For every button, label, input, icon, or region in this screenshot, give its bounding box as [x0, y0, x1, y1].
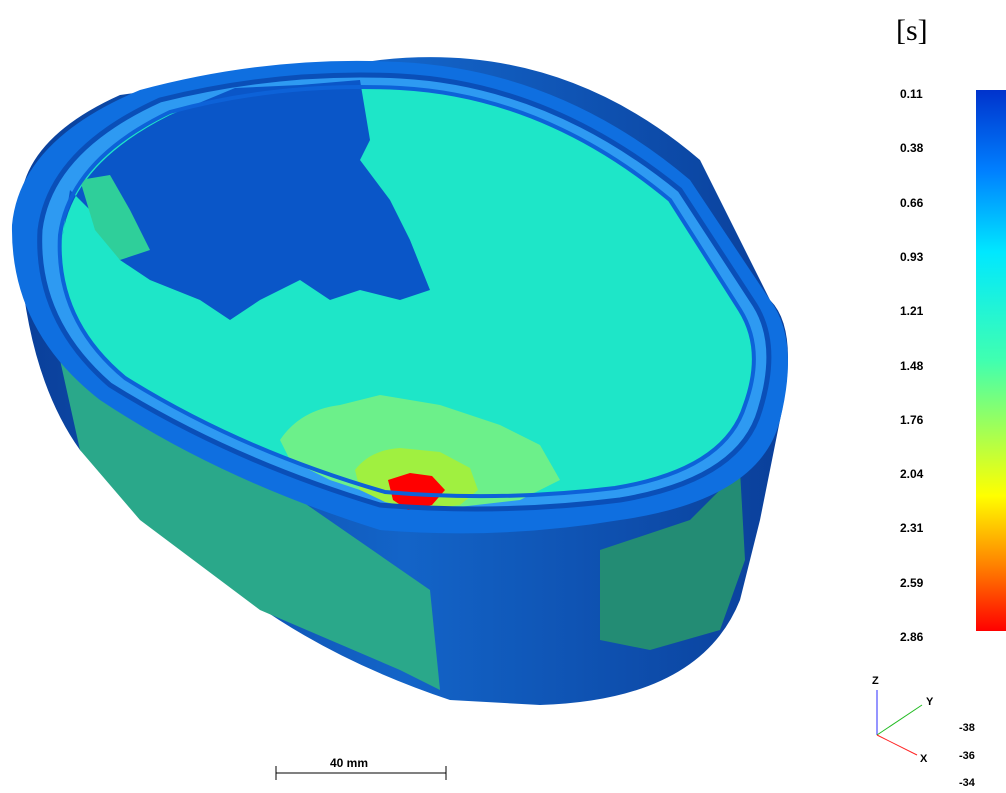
scale-bar	[275, 766, 447, 780]
scale-bar-label: 40 mm	[330, 756, 369, 770]
y-axis-label: Y	[926, 696, 934, 708]
legend-tick-label: 1.76	[900, 412, 924, 427]
outer-wall-patch-left	[60, 360, 440, 690]
axis-triad: Z Y X	[872, 675, 934, 765]
x-axis	[876, 734, 918, 756]
legend-colorbar	[976, 90, 1006, 631]
container-model	[11, 57, 788, 705]
legend-unit: [s]	[896, 14, 928, 47]
interior-region-blue	[62, 80, 430, 320]
legend-tick-label: 0.66	[900, 195, 924, 210]
legend-tick-label: 2.59	[900, 575, 924, 590]
coord-value: -36	[959, 750, 975, 762]
outer-wall-patch-right	[600, 470, 745, 650]
legend-tick-label: 2.86	[900, 630, 924, 644]
x-axis-label: X	[920, 753, 928, 765]
rim-edge-inner	[57, 85, 756, 499]
rim-edge	[37, 72, 772, 512]
z-axis-label: Z	[872, 675, 879, 687]
legend-tick-label: 0.11	[900, 87, 923, 101]
legend-tick-label: 2.31	[900, 521, 924, 536]
interior-region-blue-2	[80, 175, 150, 260]
legend-tick-label: 1.21	[900, 304, 924, 319]
y-axis	[876, 704, 923, 736]
coord-value: -38	[959, 722, 975, 734]
legend-tick-label: 2.04	[900, 467, 924, 482]
coord-value: -34	[959, 777, 975, 789]
legend-tick-label: 0.93	[900, 249, 924, 264]
legend-tick-label: 0.38	[900, 141, 924, 156]
legend-tick-label: 1.48	[900, 358, 924, 373]
hotspot-max	[388, 473, 445, 510]
